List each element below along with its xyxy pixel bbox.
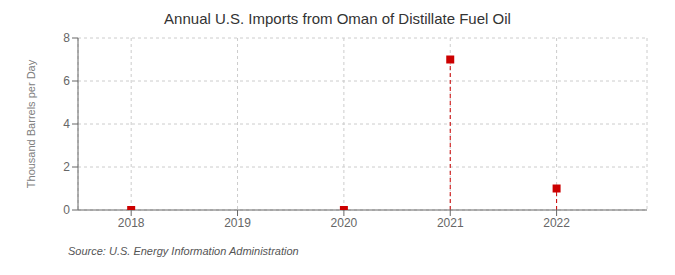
svg-text:2019: 2019 <box>224 216 251 230</box>
svg-text:2020: 2020 <box>331 216 358 230</box>
html-text:Source: U.S. Energy Informatio: Source: U.S. Energy Information Administ… <box>68 245 299 257</box>
svg-text:4: 4 <box>63 117 70 131</box>
html-text:Annual U.S. Imports from Oman: Annual U.S. Imports from Oman of Distill… <box>164 10 511 27</box>
svg-text:2018: 2018 <box>118 216 145 230</box>
svg-text:Thousand Barrels per Day: Thousand Barrels per Day <box>25 59 37 188</box>
svg-text:2022: 2022 <box>543 216 570 230</box>
svg-text:2: 2 <box>63 160 70 174</box>
svg-text:6: 6 <box>63 74 70 88</box>
svg-text:0: 0 <box>63 203 70 217</box>
svg-text:8: 8 <box>63 31 70 45</box>
svg-text:2021: 2021 <box>437 216 464 230</box>
